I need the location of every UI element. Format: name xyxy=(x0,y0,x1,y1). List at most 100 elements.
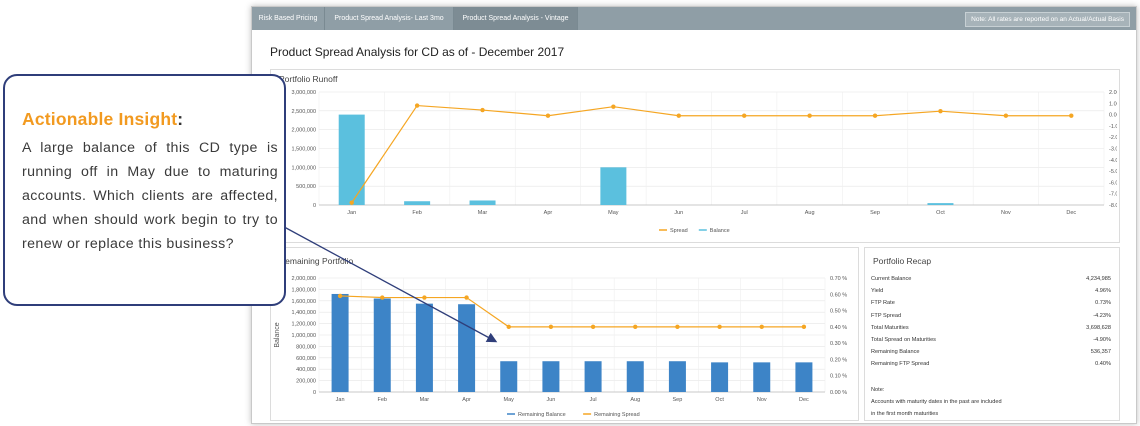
bar-jan xyxy=(338,114,365,205)
x-tick-label: Nov xyxy=(1001,210,1011,216)
tab-spread-vintage[interactable]: Product Spread Analysis - Vintage xyxy=(454,7,578,30)
callout-heading: Actionable Insight: xyxy=(22,109,184,129)
legend-label: Balance xyxy=(710,228,730,234)
left-tick-label: 200,000 xyxy=(296,379,316,385)
spread-point-may xyxy=(611,104,616,109)
bar-nov xyxy=(753,362,771,392)
left-tick-label: 2,000,000 xyxy=(292,128,316,134)
left-tick-label: 800,000 xyxy=(296,344,316,350)
page-title: Product Spread Analysis for CD as of - D… xyxy=(270,45,565,59)
spread-point-jan xyxy=(349,200,354,205)
right-tick-label: 0.60 % xyxy=(830,292,847,298)
right-tick-label: -5.00 % xyxy=(1109,169,1117,175)
x-tick-label: Jun xyxy=(546,397,555,403)
spread-point-nov xyxy=(1003,113,1009,118)
right-tick-label: -8.00 % xyxy=(1109,203,1117,209)
bar-sep xyxy=(668,361,686,392)
recap-panel: Portfolio Recap Current Balance 4,234,985… xyxy=(864,247,1120,421)
recap-label: Yield xyxy=(871,288,884,295)
bar-jan xyxy=(331,293,349,392)
left-tick-label: 1,500,000 xyxy=(292,147,316,153)
spread-point-feb xyxy=(380,295,385,300)
left-tick-label: 0 xyxy=(313,203,316,209)
recap-label: FTP Rate xyxy=(871,300,895,307)
tab-bar: Risk Based Pricing Product Spread Analys… xyxy=(252,7,1136,30)
spread-point-oct xyxy=(717,324,722,330)
x-tick-label: Jun xyxy=(674,210,683,216)
recap-row: Remaining FTP Spread 0.40% xyxy=(871,361,1111,367)
right-tick-label: 2.00 % xyxy=(1109,90,1117,96)
left-tick-label: 1,200,000 xyxy=(292,322,316,328)
right-tick-label: 0.10 % xyxy=(830,374,847,380)
x-tick-label: Jul xyxy=(590,397,597,403)
left-tick-label: 500,000 xyxy=(296,184,316,190)
spread-point-mar xyxy=(422,295,427,300)
recap-value: 4.96% xyxy=(1095,288,1111,295)
right-tick-label: 1.00 % xyxy=(1109,101,1117,107)
recap-row: Current Balance 4,234,985 xyxy=(871,276,1111,282)
left-tick-label: 1,000,000 xyxy=(292,333,316,339)
right-tick-label: 0.70 % xyxy=(830,276,847,282)
runoff-panel: Portfolio Runoff 3,000,000 2,500,000 2,000… xyxy=(270,69,1120,243)
x-tick-label: Oct xyxy=(936,210,945,216)
insight-callout: Actionable Insight: A large balance of t… xyxy=(3,74,286,306)
spread-point-sep xyxy=(872,113,878,118)
x-tick-label: Apr xyxy=(462,397,471,403)
left-tick-label: 1,400,000 xyxy=(292,310,316,316)
x-tick-label: May xyxy=(504,397,515,403)
bar-jun xyxy=(542,361,560,392)
remaining-panel: Remaining Portfolio 2,000,000 1,800,000 1,… xyxy=(270,247,859,421)
right-tick-label: 0.30 % xyxy=(830,341,847,347)
x-tick-label: Mar xyxy=(478,210,488,216)
left-tick-label: 1,600,000 xyxy=(292,299,316,305)
bar-oct xyxy=(927,203,954,205)
right-tick-label: -3.00 % xyxy=(1109,147,1117,153)
recap-note-line: Accounts with maturity dates in the past… xyxy=(871,399,1002,405)
tab-risk-based-pricing[interactable]: Risk Based Pricing xyxy=(252,7,325,30)
callout-body: A large balance of this CD type is runni… xyxy=(22,140,278,252)
left-tick-label: 1,000,000 xyxy=(292,165,316,171)
recap-row: Yield 4.96% xyxy=(871,288,1111,294)
spread-point-jun xyxy=(548,324,554,330)
legend-label: Spread xyxy=(670,228,688,234)
left-tick-label: 3,000,000 xyxy=(292,90,316,96)
right-tick-label: 0.00 % xyxy=(1109,113,1117,119)
spread-point-feb xyxy=(414,103,420,108)
x-tick-label: Oct xyxy=(715,397,724,403)
left-tick-label: 400,000 xyxy=(296,367,316,373)
spread-point-nov xyxy=(759,324,764,330)
x-tick-label: Aug xyxy=(805,210,815,216)
recap-note-label: Note: xyxy=(871,387,885,393)
left-tick-label: 2,000,000 xyxy=(292,276,316,282)
recap-value: 0.40% xyxy=(1095,361,1111,368)
tab-spread-last-3mo[interactable]: Product Spread Analysis- Last 3mo xyxy=(325,7,454,30)
bar-apr xyxy=(458,304,476,392)
x-tick-label: Jul xyxy=(741,210,748,216)
x-tick-label: Dec xyxy=(1066,210,1076,216)
spread-point-jul xyxy=(742,113,747,118)
spread-point-jul xyxy=(590,324,596,330)
spread-line xyxy=(351,104,1072,204)
recap-title: Portfolio Recap xyxy=(873,256,932,266)
spread-point-apr xyxy=(545,113,551,118)
recap-label: Total Spread on Maturities xyxy=(871,337,936,343)
spread-point-may xyxy=(506,324,511,330)
right-tick-label: -2.00 % xyxy=(1109,135,1117,141)
spread-point-dec xyxy=(1069,113,1074,118)
remaining-chart: 2,000,000 1,800,000 1,600,000 1,400,000 1,20… xyxy=(274,276,847,418)
left-tick-label: 0 xyxy=(313,390,316,396)
bar-aug xyxy=(626,361,644,392)
spread-point-aug xyxy=(807,113,812,118)
right-tick-label: 0.20 % xyxy=(830,357,847,363)
left-tick-label: 2,500,000 xyxy=(292,109,316,115)
x-tick-label: Feb xyxy=(412,210,421,216)
recap-label: Remaining FTP Spread xyxy=(871,361,930,368)
x-tick-label: Aug xyxy=(630,397,640,403)
app-window: Risk Based Pricing Product Spread Analys… xyxy=(251,6,1137,424)
x-tick-label: Apr xyxy=(544,210,553,216)
x-tick-label: May xyxy=(608,210,619,216)
x-tick-label: Jan xyxy=(347,210,356,216)
x-tick-label: Nov xyxy=(757,397,767,403)
recap-row: FTP Spread -4.23% xyxy=(871,313,1111,319)
spread-point-sep xyxy=(675,324,680,330)
